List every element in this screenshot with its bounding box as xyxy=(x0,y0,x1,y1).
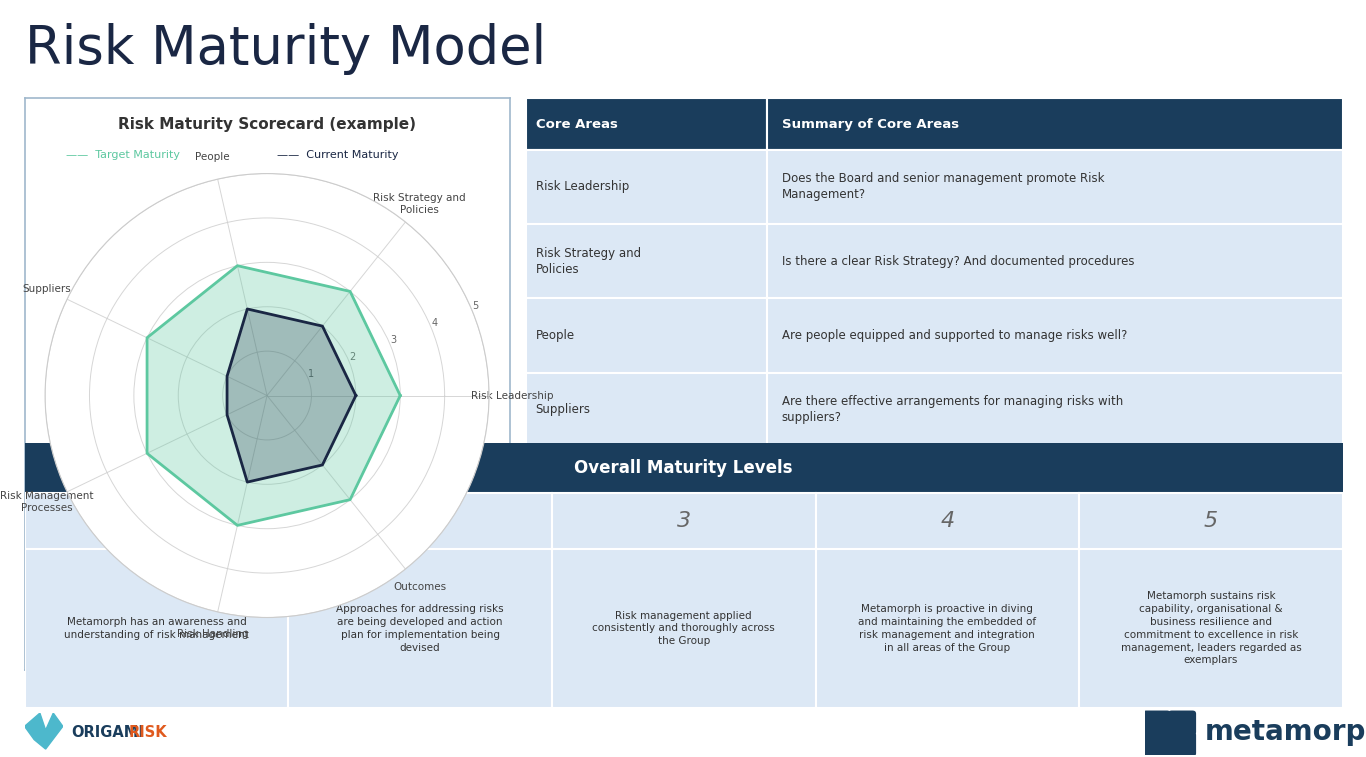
Bar xyxy=(552,549,816,708)
Bar xyxy=(552,494,816,549)
Bar xyxy=(526,596,766,670)
Bar xyxy=(766,150,1343,224)
Text: RISK: RISK xyxy=(128,724,167,740)
Text: Are there effective arrangements for managing risks with
suppliers?: Are there effective arrangements for man… xyxy=(781,395,1123,425)
Text: Risk Leadership: Risk Leadership xyxy=(535,180,628,194)
Text: Are risks handled effectively and efficiently?: Are risks handled effectively and effici… xyxy=(781,552,1045,565)
Bar xyxy=(25,494,288,549)
Polygon shape xyxy=(148,266,400,525)
Bar xyxy=(766,596,1343,670)
Text: Risk Maturity Scorecard (example): Risk Maturity Scorecard (example) xyxy=(117,117,417,132)
Bar xyxy=(1079,549,1343,708)
Bar xyxy=(766,98,1343,150)
Polygon shape xyxy=(227,309,355,482)
Bar xyxy=(766,372,1343,447)
Text: ——  Current Maturity: —— Current Maturity xyxy=(277,150,399,160)
Text: Metamorph has an awareness and
understanding of risk management: Metamorph has an awareness and understan… xyxy=(64,617,249,640)
Text: 2: 2 xyxy=(413,511,428,531)
Text: Does the Metamorph Groups processes incorporate effective
risk management?: Does the Metamorph Groups processes inco… xyxy=(781,469,1142,499)
Text: Metamorph sustains risk
capability, organisational &
business resilience and
com: Metamorph sustains risk capability, orga… xyxy=(1120,591,1302,665)
Text: 4: 4 xyxy=(940,511,955,531)
FancyBboxPatch shape xyxy=(1168,732,1197,756)
Bar xyxy=(766,447,1343,522)
Bar xyxy=(526,150,766,224)
Bar xyxy=(1079,494,1343,549)
Text: Risk Handling: Risk Handling xyxy=(535,552,616,565)
Text: Is there a clear Risk Strategy? And documented procedures: Is there a clear Risk Strategy? And docu… xyxy=(781,255,1134,268)
Bar xyxy=(526,98,766,150)
Text: ORIGAMI: ORIGAMI xyxy=(71,724,143,740)
Bar xyxy=(526,522,766,596)
Bar xyxy=(288,494,552,549)
Bar xyxy=(288,549,552,708)
Polygon shape xyxy=(25,713,63,749)
Text: Risk Maturity Model: Risk Maturity Model xyxy=(25,23,546,75)
Text: Risk Strategy and
Policies: Risk Strategy and Policies xyxy=(535,247,641,276)
FancyBboxPatch shape xyxy=(1142,732,1171,756)
Text: 3: 3 xyxy=(676,511,691,531)
Bar xyxy=(766,522,1343,596)
Bar xyxy=(526,224,766,298)
Text: Approaches for addressing risks
are being developed and action
plan for implemen: Approaches for addressing risks are bein… xyxy=(336,604,504,653)
Text: Are people equipped and supported to manage risks well?: Are people equipped and supported to man… xyxy=(781,329,1127,342)
Text: 5: 5 xyxy=(1203,511,1218,531)
Bar xyxy=(816,549,1079,708)
Text: Does risk management contribute to achieving outcomes?: Does risk management contribute to achie… xyxy=(781,626,1128,640)
FancyBboxPatch shape xyxy=(1142,711,1171,735)
Text: 1: 1 xyxy=(149,511,164,531)
Text: Core Areas: Core Areas xyxy=(535,117,617,131)
Text: Metamorph is proactive in diving
and maintaining the embedded of
risk management: Metamorph is proactive in diving and mai… xyxy=(858,604,1037,653)
Text: Summary of Core Areas: Summary of Core Areas xyxy=(781,117,959,131)
Bar xyxy=(526,372,766,447)
Bar xyxy=(526,298,766,372)
Text: Suppliers: Suppliers xyxy=(535,403,590,416)
Bar xyxy=(526,447,766,522)
FancyBboxPatch shape xyxy=(1168,711,1197,735)
Bar xyxy=(766,298,1343,372)
Text: metamorph: metamorph xyxy=(1205,718,1366,746)
Text: ——  Target Maturity: —— Target Maturity xyxy=(66,150,179,160)
Bar xyxy=(766,224,1343,298)
Text: Risk management applied
consistently and thoroughly across
the Group: Risk management applied consistently and… xyxy=(593,610,775,646)
Bar xyxy=(25,443,1343,494)
Text: Does the Board and senior management promote Risk
Management?: Does the Board and senior management pro… xyxy=(781,173,1104,201)
Text: Overall Maturity Levels: Overall Maturity Levels xyxy=(575,459,792,477)
Text: People: People xyxy=(535,329,575,342)
Text: Risk Management
Processes: Risk Management Processes xyxy=(535,469,642,499)
Text: Outcomes: Outcomes xyxy=(535,626,596,640)
Bar xyxy=(25,549,288,708)
Bar xyxy=(816,494,1079,549)
